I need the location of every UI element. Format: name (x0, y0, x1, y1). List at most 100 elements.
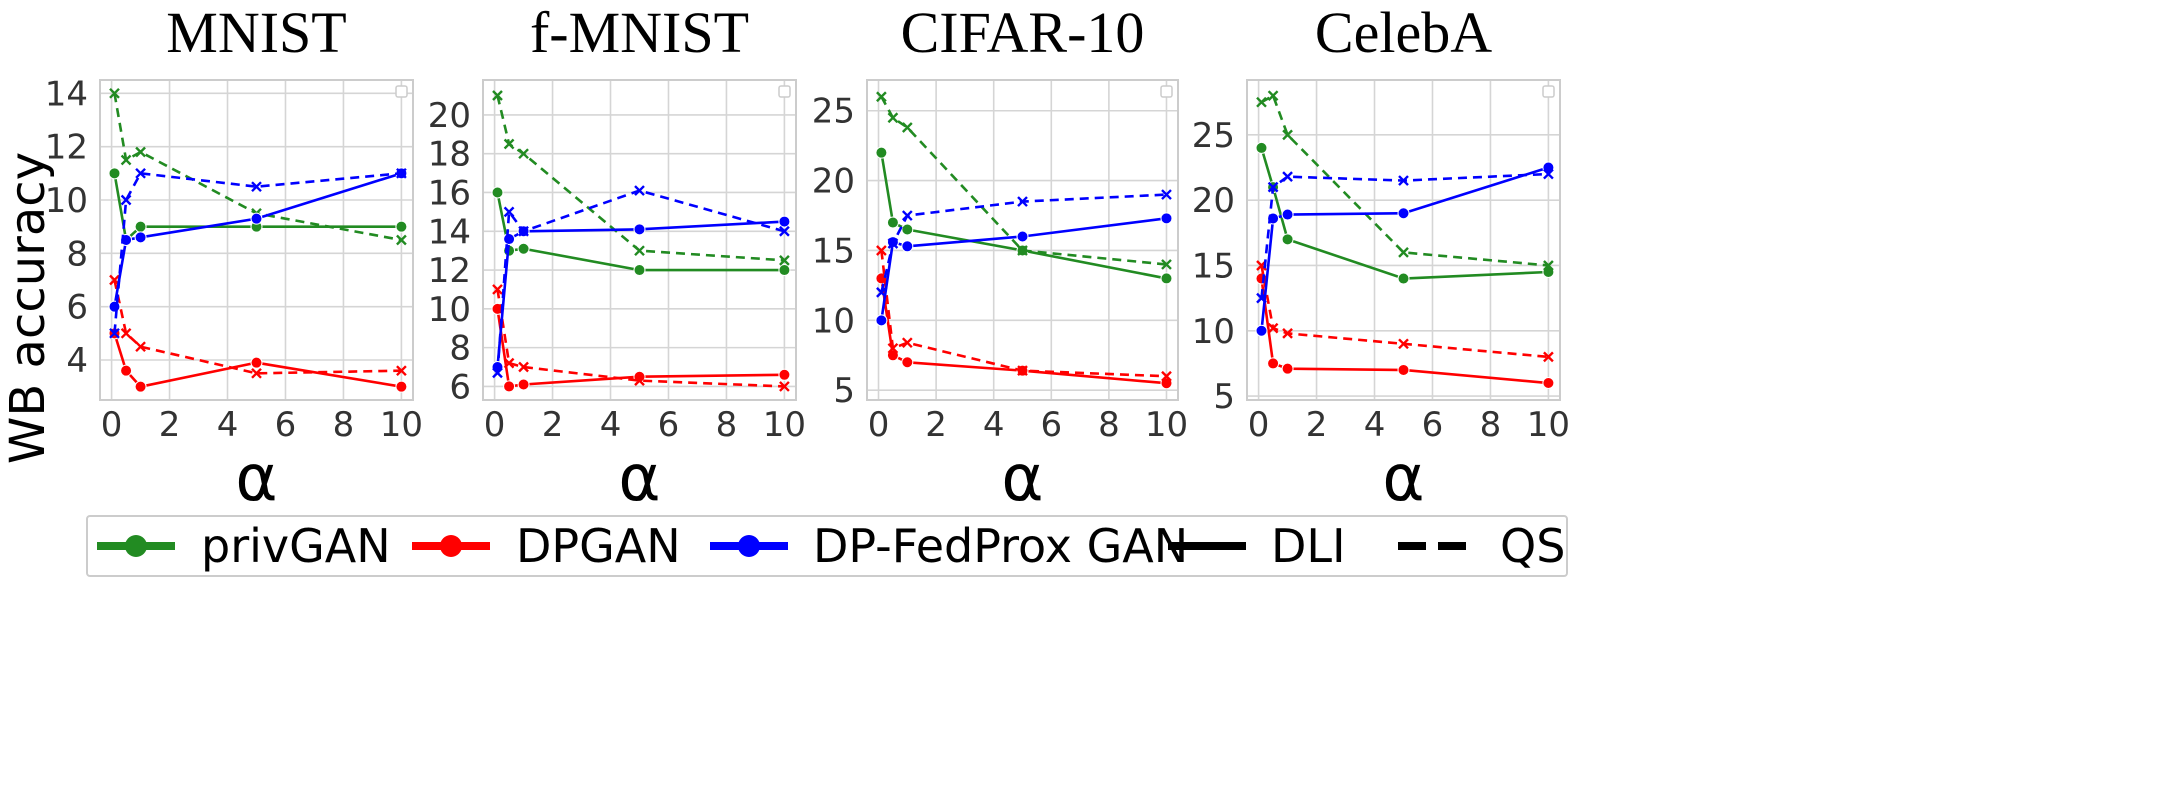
data-point-circle (250, 356, 263, 369)
data-point-circle (1160, 212, 1173, 225)
data-point-x-marker (1398, 338, 1409, 350)
x-tick-label: 4 (217, 405, 239, 445)
data-point-circle (108, 300, 121, 313)
data-point-circle (886, 216, 899, 229)
data-point-circle (901, 356, 914, 369)
series-line (1260, 172, 1549, 299)
y-tick-label: 20 (428, 96, 471, 136)
series-line (496, 289, 785, 388)
legend-label: privGAN (201, 519, 391, 573)
data-point-x-marker (396, 234, 407, 246)
series-dp-fedprox-gan-qs (876, 189, 1172, 298)
data-point-x-marker (1161, 370, 1172, 382)
plot-area (1247, 80, 1560, 400)
x-tick-label: 2 (542, 405, 564, 445)
data-point-x-marker (109, 87, 120, 99)
data-point-circle (491, 186, 504, 199)
empty-legend-box (778, 85, 791, 98)
y-tick-label: 5 (1213, 377, 1235, 417)
y-tick-label: 18 (428, 135, 471, 175)
y-tick-label: 12 (428, 251, 471, 291)
x-tick-label: 2 (925, 405, 947, 445)
data-point-circle (1281, 362, 1294, 375)
data-point-x-marker (1267, 90, 1279, 102)
panel-title: CelebA (1315, 0, 1492, 65)
data-point-x-marker (1398, 175, 1409, 186)
x-tick-label: 8 (1480, 405, 1502, 445)
data-point-x-marker (1256, 96, 1267, 108)
legend-item-dp-fedprox-gan: DP-FedProx GAN (710, 519, 1188, 573)
x-tick-label: 4 (983, 405, 1005, 445)
legend-item-privgan: privGAN (97, 519, 391, 573)
data-point-x-marker (1256, 292, 1267, 304)
data-point-x-marker (135, 341, 146, 353)
data-point-x-marker (1398, 247, 1409, 258)
y-tick-label: 15 (1192, 246, 1235, 286)
y-tick-label: 10 (428, 290, 471, 330)
y-tick-label: 10 (1192, 312, 1235, 352)
empty-legend-box (395, 85, 408, 98)
panel-cifar-10: 0 2 4 6 8 10 5 10 15 20 25 CIFAR-10 α (812, 0, 1188, 516)
data-point-circle (250, 212, 263, 225)
data-point-x-marker (876, 91, 887, 103)
data-point-x-marker (492, 284, 503, 295)
data-point-circle (134, 380, 147, 393)
data-point-circle (1397, 363, 1410, 376)
data-point-x-marker (1267, 322, 1279, 334)
data-point-circle (1160, 272, 1173, 285)
x-tick-label: 10 (1145, 405, 1188, 445)
y-tick-label: 16 (428, 173, 471, 213)
series-dpgan-qs (876, 245, 1172, 382)
y-tick-label: 10 (812, 301, 855, 341)
x-tick-label: 2 (159, 405, 181, 445)
data-point-circle (517, 378, 530, 391)
series-line (113, 93, 402, 242)
data-point-x-marker (1543, 260, 1554, 271)
data-point-x-marker (1282, 171, 1293, 183)
legend-label: DP-FedProx GAN (813, 519, 1188, 573)
series-dpgan-qs (492, 284, 790, 392)
panel-title: CIFAR-10 (901, 0, 1145, 65)
data-point-x-marker (887, 238, 899, 249)
data-point-x-marker (503, 138, 515, 150)
data-point-circle (395, 380, 408, 393)
data-point-circle (633, 264, 646, 277)
data-point-x-marker (1282, 129, 1293, 141)
data-point-x-marker (120, 194, 132, 206)
empty-legend-box (1542, 85, 1555, 98)
data-point-x-marker (518, 225, 529, 237)
legend-marker (125, 535, 147, 557)
x-tick-label: 10 (380, 405, 423, 445)
data-point-circle (134, 220, 147, 233)
legend-item-dli: DLI (1168, 519, 1346, 573)
data-point-x-marker (901, 122, 913, 133)
y-axis-label: WB accuracy (0, 152, 56, 464)
x-axis-label: α (618, 442, 660, 516)
x-tick-label: 2 (1306, 405, 1328, 445)
y-tick-label: 15 (812, 231, 855, 271)
data-point-x-marker (779, 381, 790, 392)
legend: privGAN DPGAN DP-FedProx GAN DLI QS (86, 515, 1568, 577)
data-point-circle (1397, 272, 1410, 285)
data-point-circle (1267, 357, 1280, 370)
y-tick-label: 20 (812, 162, 855, 202)
data-point-x-marker (1282, 328, 1293, 339)
data-point-x-marker (120, 154, 132, 166)
legend-label: DPGAN (516, 519, 681, 573)
data-point-x-marker (1161, 189, 1172, 200)
x-tick-label: 6 (275, 405, 297, 445)
x-tick-label: 6 (1040, 405, 1062, 445)
data-point-x-marker (251, 181, 262, 193)
y-tick-label: 14 (428, 212, 471, 252)
data-point-x-marker (1267, 181, 1279, 193)
data-point-circle (1281, 233, 1294, 246)
x-tick-label: 6 (658, 405, 680, 445)
series-dpgan-dli (1255, 272, 1555, 390)
y-tick-label: 8 (449, 329, 471, 369)
data-point-x-marker (1161, 259, 1172, 270)
data-point-x-marker (518, 148, 529, 160)
data-point-x-marker (518, 361, 529, 373)
